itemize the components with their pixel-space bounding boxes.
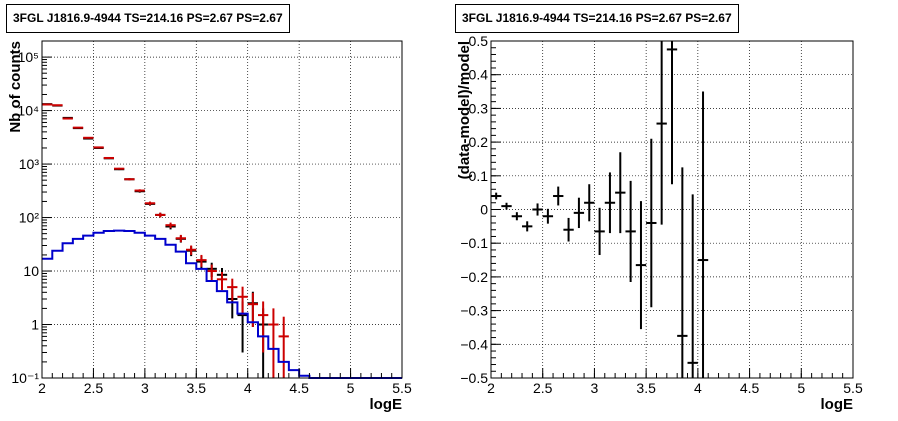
y-axis-title: Nb of counts — [7, 41, 24, 133]
x-axis-title: logE — [370, 396, 403, 413]
y-tick-label: −0.4 — [460, 336, 488, 352]
y-tick-label: −0.1 — [460, 235, 488, 251]
y-tick-label: 10⁵ — [18, 49, 39, 65]
residual-plot-title: 3FGL J1816.9-4944 TS=214.16 PS=2.67 PS=2… — [455, 4, 739, 33]
x-tick-label: 4 — [694, 380, 702, 396]
residual-plot-pad: 2 2.5 3 3.5 4 4.5 5 5.5 −0.5 −0.4 −0.3 −0.2 −0.1 0 0.1… — [449, 0, 898, 421]
x-tick-label: 5.5 — [392, 380, 412, 396]
y-tick-label: 0.2 — [469, 134, 489, 150]
x-tick-label: 5 — [797, 380, 805, 396]
plot-frame — [41, 40, 403, 379]
x-tick-label: 3.5 — [636, 380, 656, 396]
y-tick-label: 0.3 — [469, 100, 489, 116]
y-tick-label: −0.2 — [460, 269, 488, 285]
x-tick-label: 4.5 — [740, 380, 760, 396]
model-step-line — [42, 229, 402, 379]
x-tick-label: 2.5 — [84, 380, 104, 396]
y-tick-label: 0 — [480, 202, 488, 218]
y-tick-label: 10³ — [19, 156, 40, 172]
x-tick-label: 3.5 — [187, 380, 207, 396]
y-tick-label: 10⁴ — [17, 103, 39, 119]
x-tick-label: 5.5 — [843, 380, 863, 396]
y-tick-label: −0.3 — [460, 303, 488, 319]
y-axis-title: (data-model)/model — [456, 41, 473, 179]
x-tick-label: 5 — [347, 380, 355, 396]
y-tick-label: 10⁻¹ — [11, 370, 39, 386]
x-tick-label: 2 — [38, 380, 46, 396]
x-tick-label: 2.5 — [533, 380, 553, 396]
y-tick-label: 0.5 — [469, 33, 489, 49]
y-tick-label: 0.1 — [469, 168, 489, 184]
y-tick-label: 10² — [19, 210, 40, 226]
counts-plot-pad: 2 2.5 3 3.5 4 4.5 5 5.5 10⁻¹ 1 10 10² 10³ 10⁴ 10⁵ logE N… — [6, 4, 412, 413]
y-tick-label: −0.5 — [460, 370, 488, 386]
x-tick-label: 4.5 — [289, 380, 309, 396]
counts-plot: 2 2.5 3 3.5 4 4.5 5 5.5 10⁻¹ 1 10 10² 10³ 10⁴ 10⁵ logE N… — [7, 40, 412, 413]
y-tick-label: 10 — [23, 263, 39, 279]
x-tick-label: 2 — [487, 380, 495, 396]
y-tick-label: 0.4 — [469, 67, 489, 83]
x-tick-label: 3 — [141, 380, 149, 396]
y-tick-label: 1 — [31, 317, 39, 333]
x-tick-label: 4 — [244, 380, 252, 396]
counts-plot-title: 3FGL J1816.9-4944 TS=214.16 PS=2.67 PS=2… — [6, 4, 290, 33]
x-tick-label: 3 — [591, 380, 599, 396]
residual-plot: 2 2.5 3 3.5 4 4.5 5 5.5 −0.5 −0.4 −0.3 −0.2 −0.1 0 0.1… — [456, 33, 863, 413]
x-axis-title: logE — [821, 396, 854, 413]
